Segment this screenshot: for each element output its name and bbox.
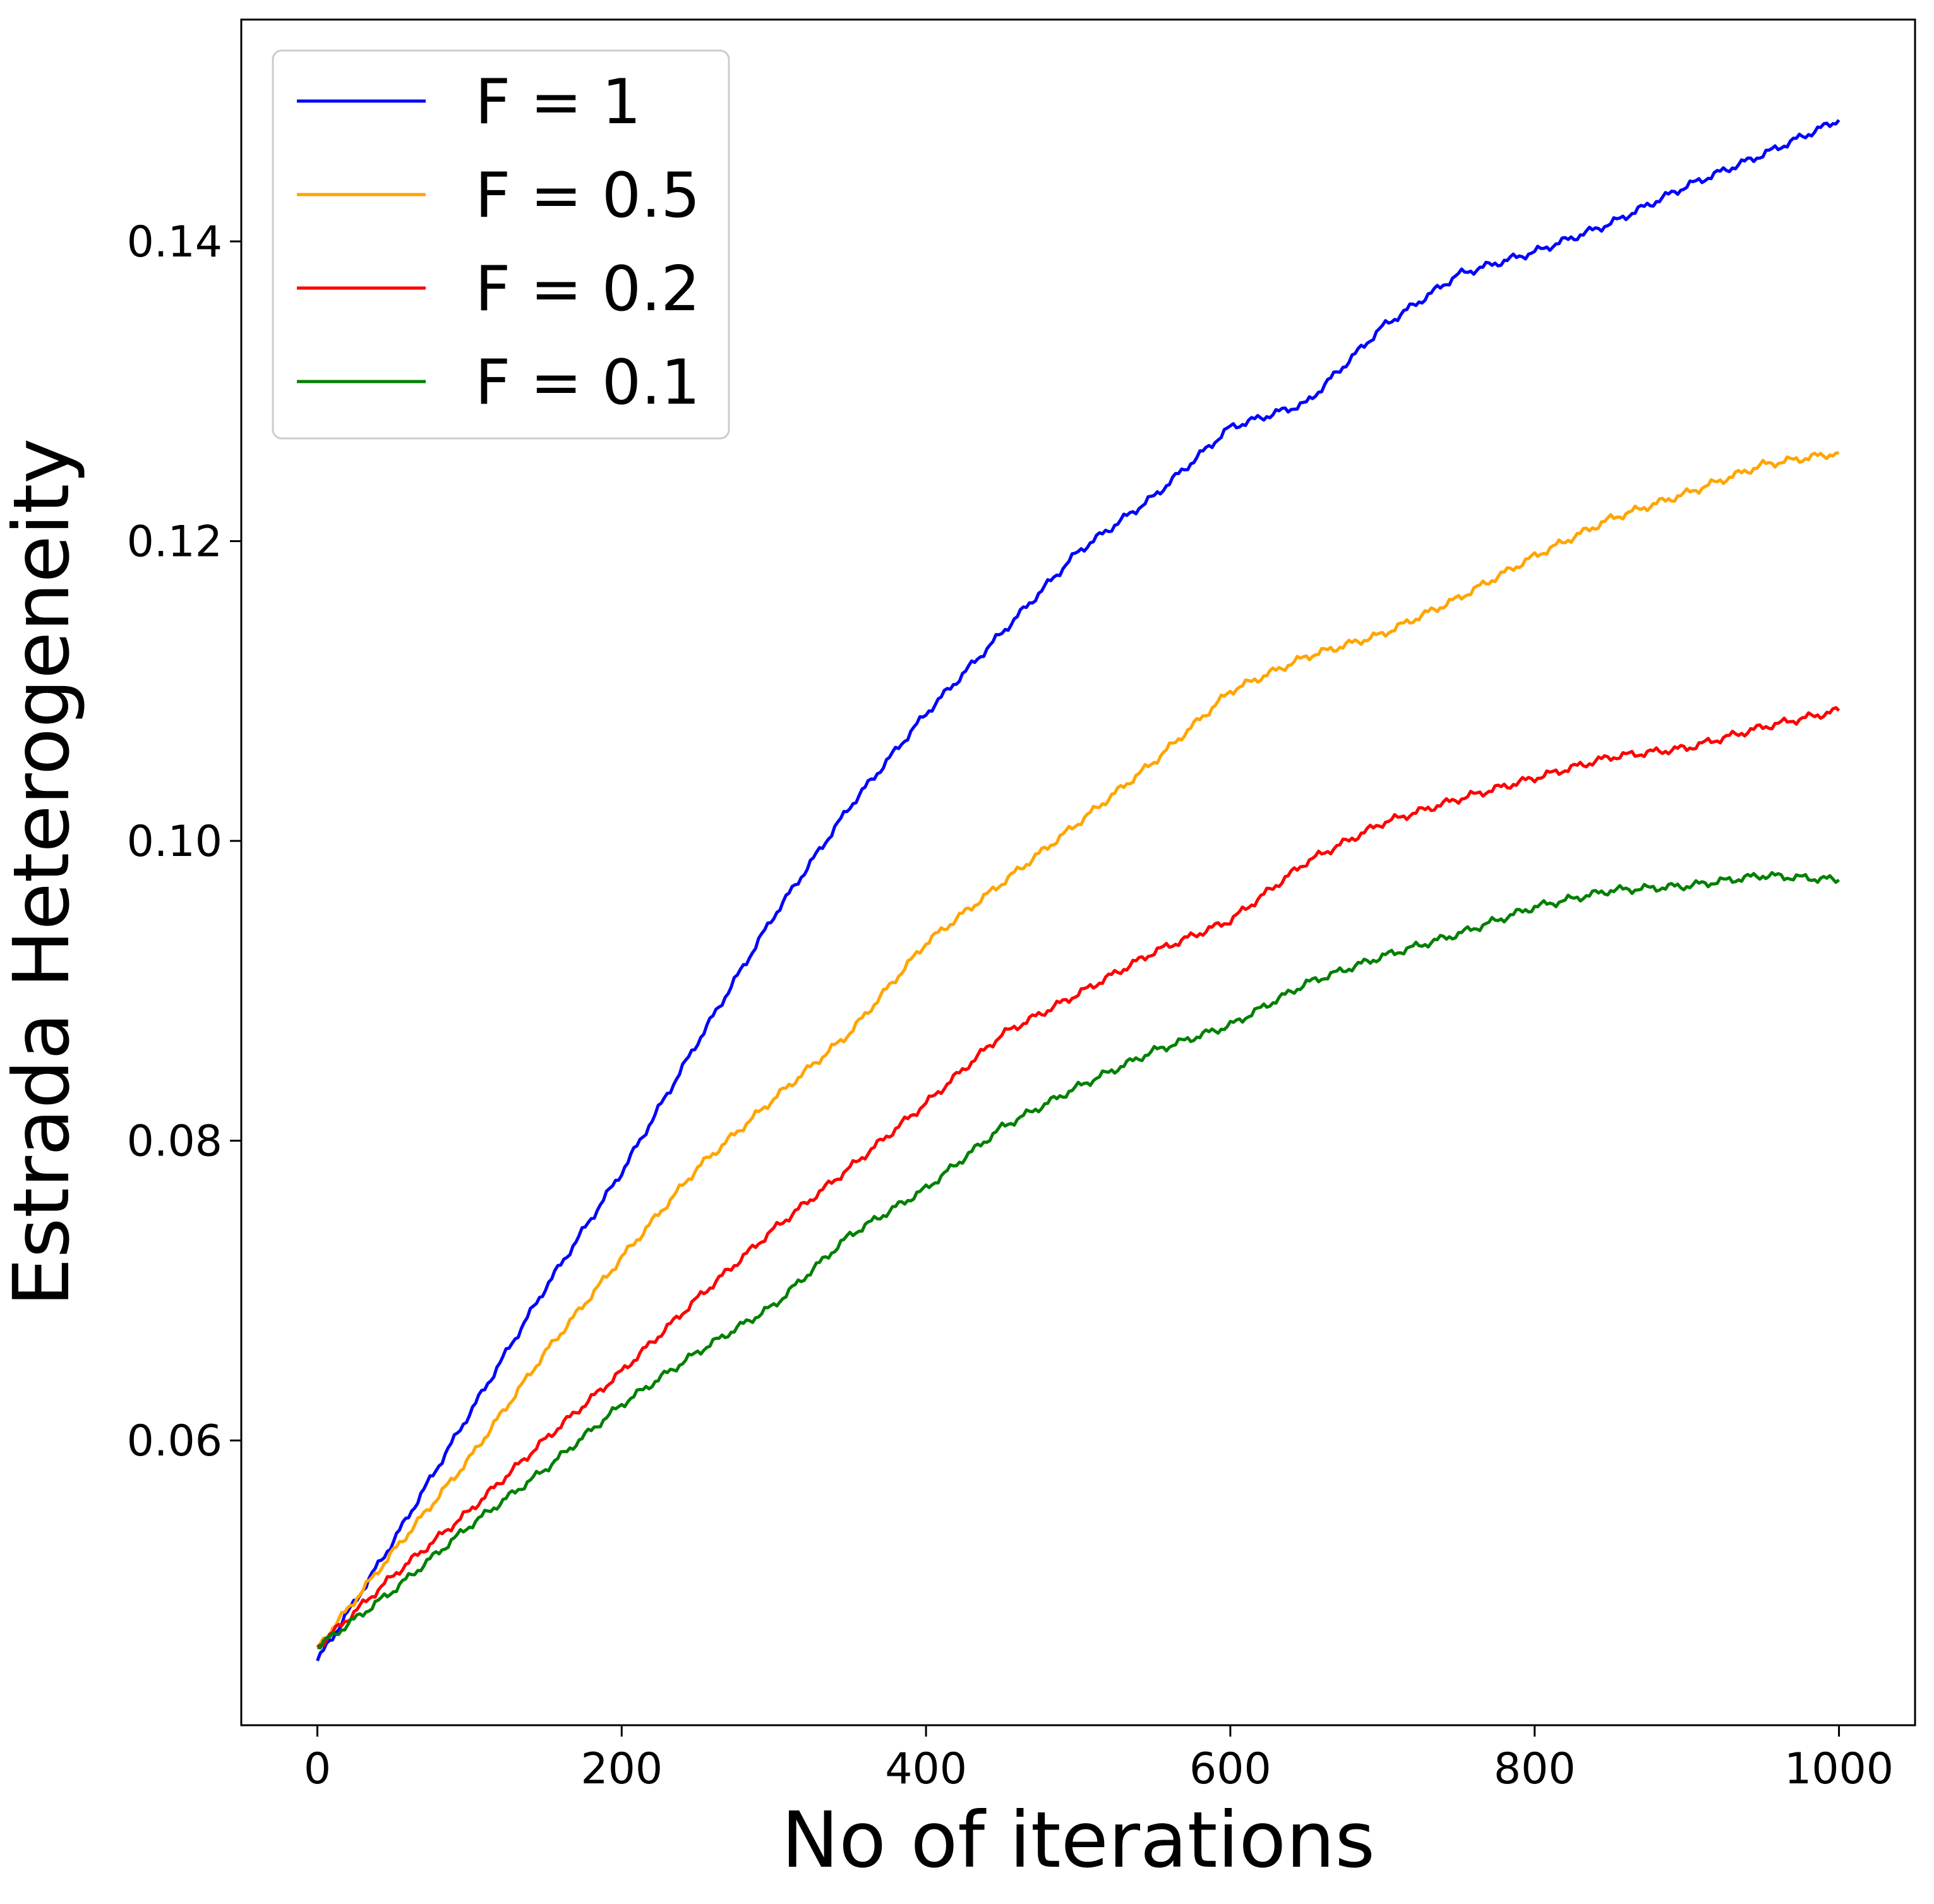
x-tick-label: 600 <box>1189 1744 1271 1794</box>
x-tick-label: 200 <box>580 1744 663 1794</box>
y-tick-label: 0.06 <box>127 1416 222 1466</box>
series-line <box>316 706 1841 1649</box>
legend-box <box>272 49 730 440</box>
series-layer <box>316 119 1841 1661</box>
x-tick-label: 800 <box>1494 1744 1576 1794</box>
series-line <box>316 119 1841 1661</box>
y-tick-label: 0.14 <box>127 217 222 267</box>
plot-area-frame <box>240 18 1916 1726</box>
y-tick-label: 0.12 <box>127 517 222 567</box>
series-line <box>316 451 1839 1649</box>
legend-label: F = 0.5 <box>475 160 700 232</box>
x-tick-label: 400 <box>885 1744 967 1794</box>
x-tick-label: 1000 <box>1784 1744 1894 1794</box>
series-line <box>316 871 1841 1650</box>
y-tick-label: 0.08 <box>127 1117 222 1167</box>
y-axis: 0.06 0.08 0.10 0.12 0.14 <box>127 217 241 1466</box>
y-axis-title: Estrada Heterogeneity <box>0 438 87 1306</box>
x-axis: 0 200 400 600 800 1000 <box>304 1725 1894 1794</box>
legend-label: F = 0.2 <box>475 253 700 325</box>
x-axis-title: No of iterations <box>781 1795 1375 1885</box>
y-tick-label: 0.10 <box>127 817 222 867</box>
legend: F = 1 F = 0.5 F = 0.2 F = 0.1 <box>272 49 730 440</box>
legend-items: F = 1 F = 0.5 F = 0.2 F = 0.1 <box>297 66 700 419</box>
x-tick-label: 0 <box>304 1744 331 1794</box>
legend-label: F = 1 <box>475 66 641 138</box>
legend-label: F = 0.1 <box>475 347 700 419</box>
